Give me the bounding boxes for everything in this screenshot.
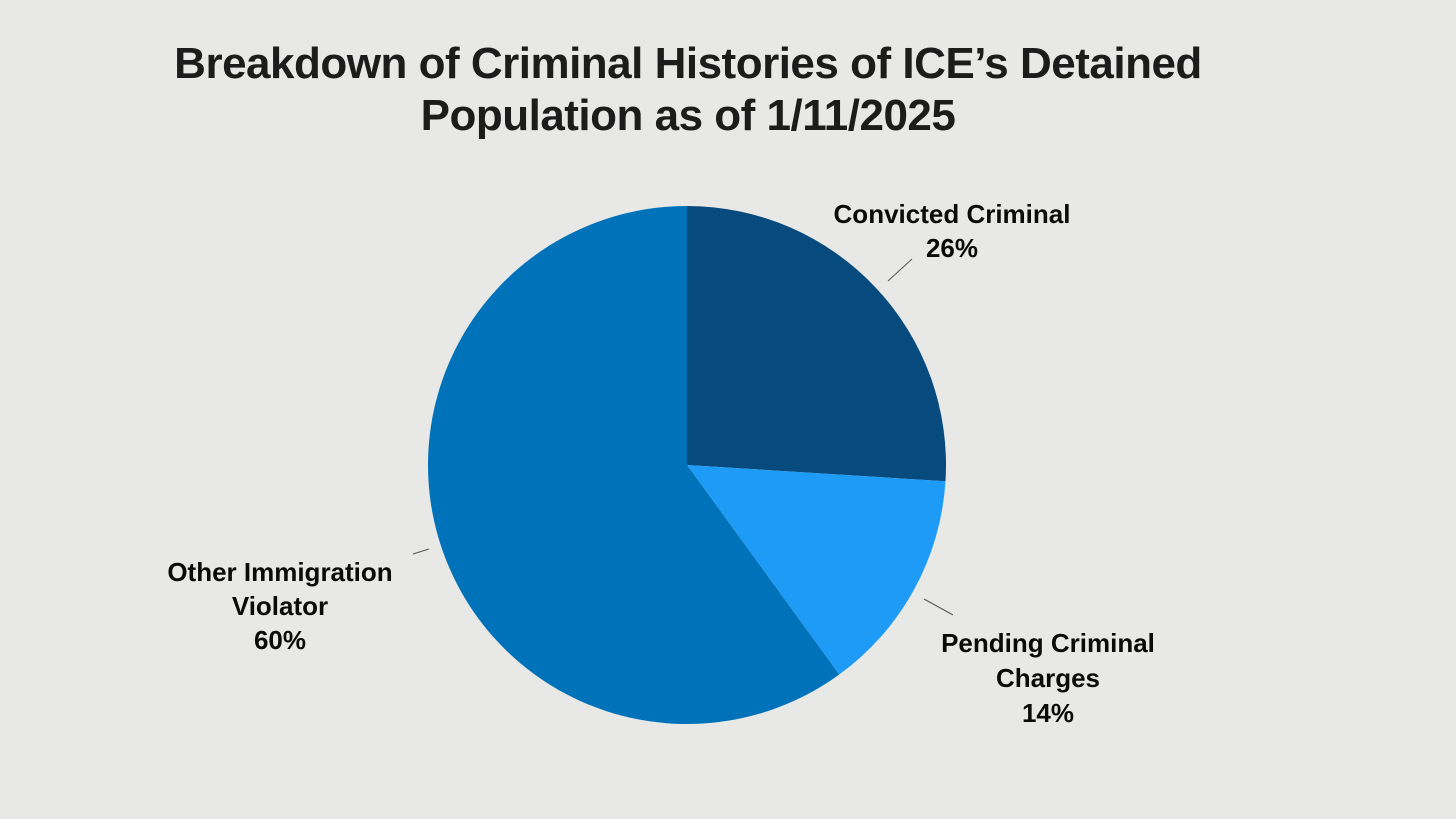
leader-lines [412, 258, 954, 616]
chart-title-line-2: Population as of 1/11/2025 [420, 91, 956, 140]
slice-labels: Convicted Criminal 26% Pending Criminal Cha… [167, 199, 1155, 728]
slice-category-label: Pending Criminal [941, 628, 1155, 658]
chart-title: Breakdown of Criminal Histories of ICE’s… [0, 38, 1376, 142]
pie-slice-convicted-criminal [687, 206, 947, 482]
slice-category-label: Charges [996, 663, 1100, 693]
slice-value-label: 14% [1022, 698, 1074, 728]
slice-category-label: Convicted Criminal [834, 199, 1071, 229]
leader-line [412, 548, 430, 555]
slice-value-label: 60% [254, 625, 306, 655]
slice-category-label: Violator [232, 591, 328, 621]
leader-line [887, 258, 913, 282]
slice-category-label: Other Immigration [167, 557, 392, 587]
pie-slice-other-immigration-violator [428, 206, 840, 724]
pie-slice-pending-criminal-charges [687, 465, 946, 675]
chart-title-line-1: Breakdown of Criminal Histories of ICE’s… [174, 39, 1202, 88]
slice-value-label: 26% [926, 233, 978, 263]
leader-line [923, 598, 954, 616]
pie-slices [428, 206, 947, 724]
